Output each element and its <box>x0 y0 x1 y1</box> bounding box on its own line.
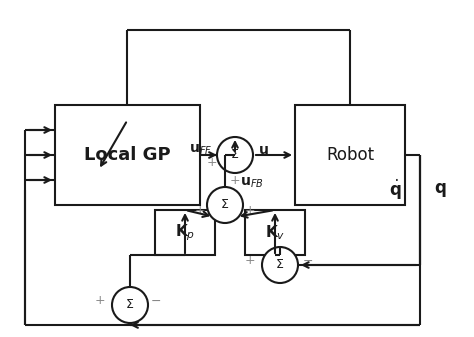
Text: $\mathbf{u}$: $\mathbf{u}$ <box>258 143 269 157</box>
Text: $\Sigma$: $\Sigma$ <box>220 198 229 212</box>
Text: $\dot{\mathbf{q}}$: $\dot{\mathbf{q}}$ <box>389 178 401 202</box>
Text: $-$: $-$ <box>302 253 314 267</box>
Text: Robot: Robot <box>326 146 374 164</box>
Text: $\Sigma$: $\Sigma$ <box>230 149 239 161</box>
Text: +: + <box>245 253 255 267</box>
Circle shape <box>112 287 148 323</box>
Text: $\Sigma$: $\Sigma$ <box>126 299 135 311</box>
Text: Local GP: Local GP <box>84 146 171 164</box>
Text: +: + <box>95 294 105 306</box>
Circle shape <box>262 247 298 283</box>
Text: $-$: $-$ <box>150 294 162 306</box>
Text: $\Sigma$: $\Sigma$ <box>275 258 284 272</box>
Bar <box>55 105 200 205</box>
Text: $\mathbf{u}_{FF}$: $\mathbf{u}_{FF}$ <box>189 143 212 157</box>
Text: $\mathbf{u}_{FB}$: $\mathbf{u}_{FB}$ <box>240 176 264 190</box>
Bar <box>245 210 305 255</box>
Text: +: + <box>245 204 255 216</box>
Text: +: + <box>195 204 205 216</box>
Text: $\mathbf{K}_v$: $\mathbf{K}_v$ <box>265 223 285 242</box>
Text: +: + <box>230 175 240 187</box>
Bar <box>295 105 405 205</box>
Circle shape <box>207 187 243 223</box>
Circle shape <box>217 137 253 173</box>
Bar <box>155 210 215 255</box>
Text: $\mathbf{K}_p$: $\mathbf{K}_p$ <box>175 222 195 243</box>
Text: +: + <box>207 156 217 170</box>
Text: $\mathbf{q}$: $\mathbf{q}$ <box>434 181 446 199</box>
